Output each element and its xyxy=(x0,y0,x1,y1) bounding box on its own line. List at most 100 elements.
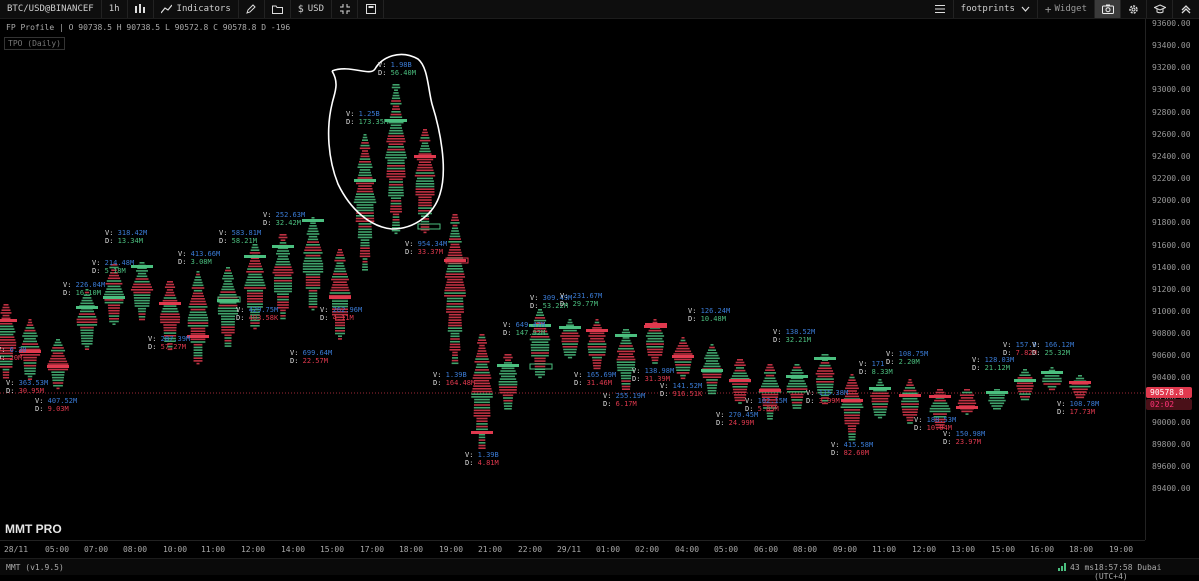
footprint-bar xyxy=(618,347,634,350)
draw-tool-button[interactable] xyxy=(239,0,265,18)
footprint-bar xyxy=(358,185,372,187)
indicators-button[interactable]: Indicators xyxy=(154,0,239,18)
footprint-bar xyxy=(534,360,546,362)
footprint-bar xyxy=(217,299,239,302)
currency-selector[interactable]: $ USD xyxy=(291,0,333,18)
footprint-bar xyxy=(873,389,887,392)
footprint-bar xyxy=(332,305,348,308)
settings-button[interactable] xyxy=(1121,0,1147,18)
add-widget-button[interactable]: + Widget xyxy=(1038,0,1095,18)
footprint-bar xyxy=(874,414,886,416)
save-icon xyxy=(365,4,376,14)
footprint-bar xyxy=(620,372,632,374)
tpo-indicator-label[interactable]: TPO (Daily) xyxy=(4,37,65,50)
footprint-bar xyxy=(278,236,288,239)
footprint-bar xyxy=(532,330,548,333)
footprint-bar xyxy=(620,342,632,345)
footprint-bar xyxy=(529,338,551,341)
footprint-bar xyxy=(305,281,321,284)
footprint-bar xyxy=(137,307,147,310)
footprint-bar xyxy=(447,278,463,281)
footprint-bar xyxy=(759,389,781,392)
footprint-bar xyxy=(302,219,324,222)
footprint-bar xyxy=(390,197,402,199)
footprint-bar xyxy=(196,273,200,276)
footprint-bar xyxy=(332,308,348,310)
save-button[interactable] xyxy=(358,0,385,18)
footprint-bar xyxy=(360,239,370,241)
footprint-bar xyxy=(302,271,324,273)
footprint-bar xyxy=(163,326,177,329)
footprint-bar xyxy=(387,148,405,151)
footprint-bar xyxy=(104,299,124,301)
layouts-menu-button[interactable] xyxy=(928,0,954,18)
footprint-bar xyxy=(335,265,345,267)
footprint-bar xyxy=(621,385,631,388)
footprint-bar xyxy=(77,316,97,318)
footprint-bar xyxy=(280,317,286,320)
footprint-bar xyxy=(106,280,122,282)
footprint-bar xyxy=(1016,385,1034,387)
symbol-selector[interactable]: BTC/USD@BINANCEF xyxy=(0,0,102,18)
time-tick-label: 18:00 xyxy=(1068,545,1094,554)
footprint-bar xyxy=(934,418,946,421)
chart-area[interactable]: V: 1.98B D: 56.40M V: 1.25B D: 173.35M V: 95… xyxy=(0,19,1145,540)
footprint-bar xyxy=(732,388,748,391)
footprint-bar xyxy=(394,232,398,235)
open-layout-button[interactable] xyxy=(265,0,291,18)
footprint-bar xyxy=(21,343,39,345)
time-axis[interactable]: 28/11 05:00 07:00 08:00 10:00 11:00 12:00 14:00… xyxy=(0,540,1145,559)
footprint-bar xyxy=(414,174,436,177)
price-axis[interactable]: 93600.00 93400.00 93200.00 93000.00 92800.00… xyxy=(1145,19,1199,540)
footprint-bar xyxy=(766,409,774,412)
footprint-bar xyxy=(250,322,260,324)
footprint-bar xyxy=(735,367,745,369)
volume-delta-label: V: 252.63M D: 32.42M xyxy=(263,211,306,227)
footprint-bar xyxy=(416,158,434,161)
footprint-bar xyxy=(473,385,491,387)
footprint-bar xyxy=(651,356,659,359)
footprint-bar xyxy=(196,362,200,365)
footprint-bar xyxy=(621,383,631,385)
footprint-bar xyxy=(446,281,464,284)
footprint-bar xyxy=(134,302,150,305)
footprint-bar xyxy=(332,311,348,313)
volume-delta-label: V: 270.45M D: 24.99M xyxy=(716,411,759,427)
footprint-bar xyxy=(52,382,64,384)
footprint-bar xyxy=(162,308,178,310)
collapse-button[interactable] xyxy=(1173,0,1199,18)
footprint-bar xyxy=(164,340,176,342)
footprint-bar xyxy=(474,371,490,374)
volume-delta-label: V: 1.39B D: 164.48M xyxy=(433,371,476,387)
layout-selector[interactable]: footprints xyxy=(954,0,1038,18)
footprint-bar xyxy=(0,336,15,338)
footprint-bar xyxy=(593,367,601,370)
volume-delta-label: V: 649.47M D: 147.92M xyxy=(503,321,546,337)
compress-button[interactable] xyxy=(332,0,359,18)
learn-button[interactable] xyxy=(1147,0,1173,18)
footprint-bar xyxy=(960,397,974,399)
footprint-bar xyxy=(388,186,404,189)
timeframe-selector[interactable]: 1h xyxy=(102,0,128,18)
footprint-bar xyxy=(871,392,889,395)
footprint-bar xyxy=(786,385,808,388)
chart-type-button[interactable] xyxy=(128,0,154,18)
footprint-bar xyxy=(847,425,857,427)
footprint-bar xyxy=(849,376,855,379)
footprint-bar xyxy=(338,249,342,251)
version-label: MMT (v1.9.5) xyxy=(6,563,64,572)
footprint-bar xyxy=(789,380,805,382)
footprint-bar xyxy=(530,344,550,346)
footprint-bar xyxy=(133,291,151,294)
footprint-bar xyxy=(224,345,232,347)
screenshot-button[interactable] xyxy=(1095,0,1121,18)
volume-delta-label: V: 138.52M D: 32.21M xyxy=(773,328,816,344)
footprint-bar xyxy=(335,332,345,335)
footprint-bar xyxy=(190,300,206,303)
footprint-bar xyxy=(0,355,13,357)
footprint-bar xyxy=(2,374,10,376)
footprint-bar xyxy=(564,354,576,356)
footprint-bar xyxy=(418,204,432,207)
footprint-bar xyxy=(877,381,883,384)
footprint-bar xyxy=(0,344,17,347)
